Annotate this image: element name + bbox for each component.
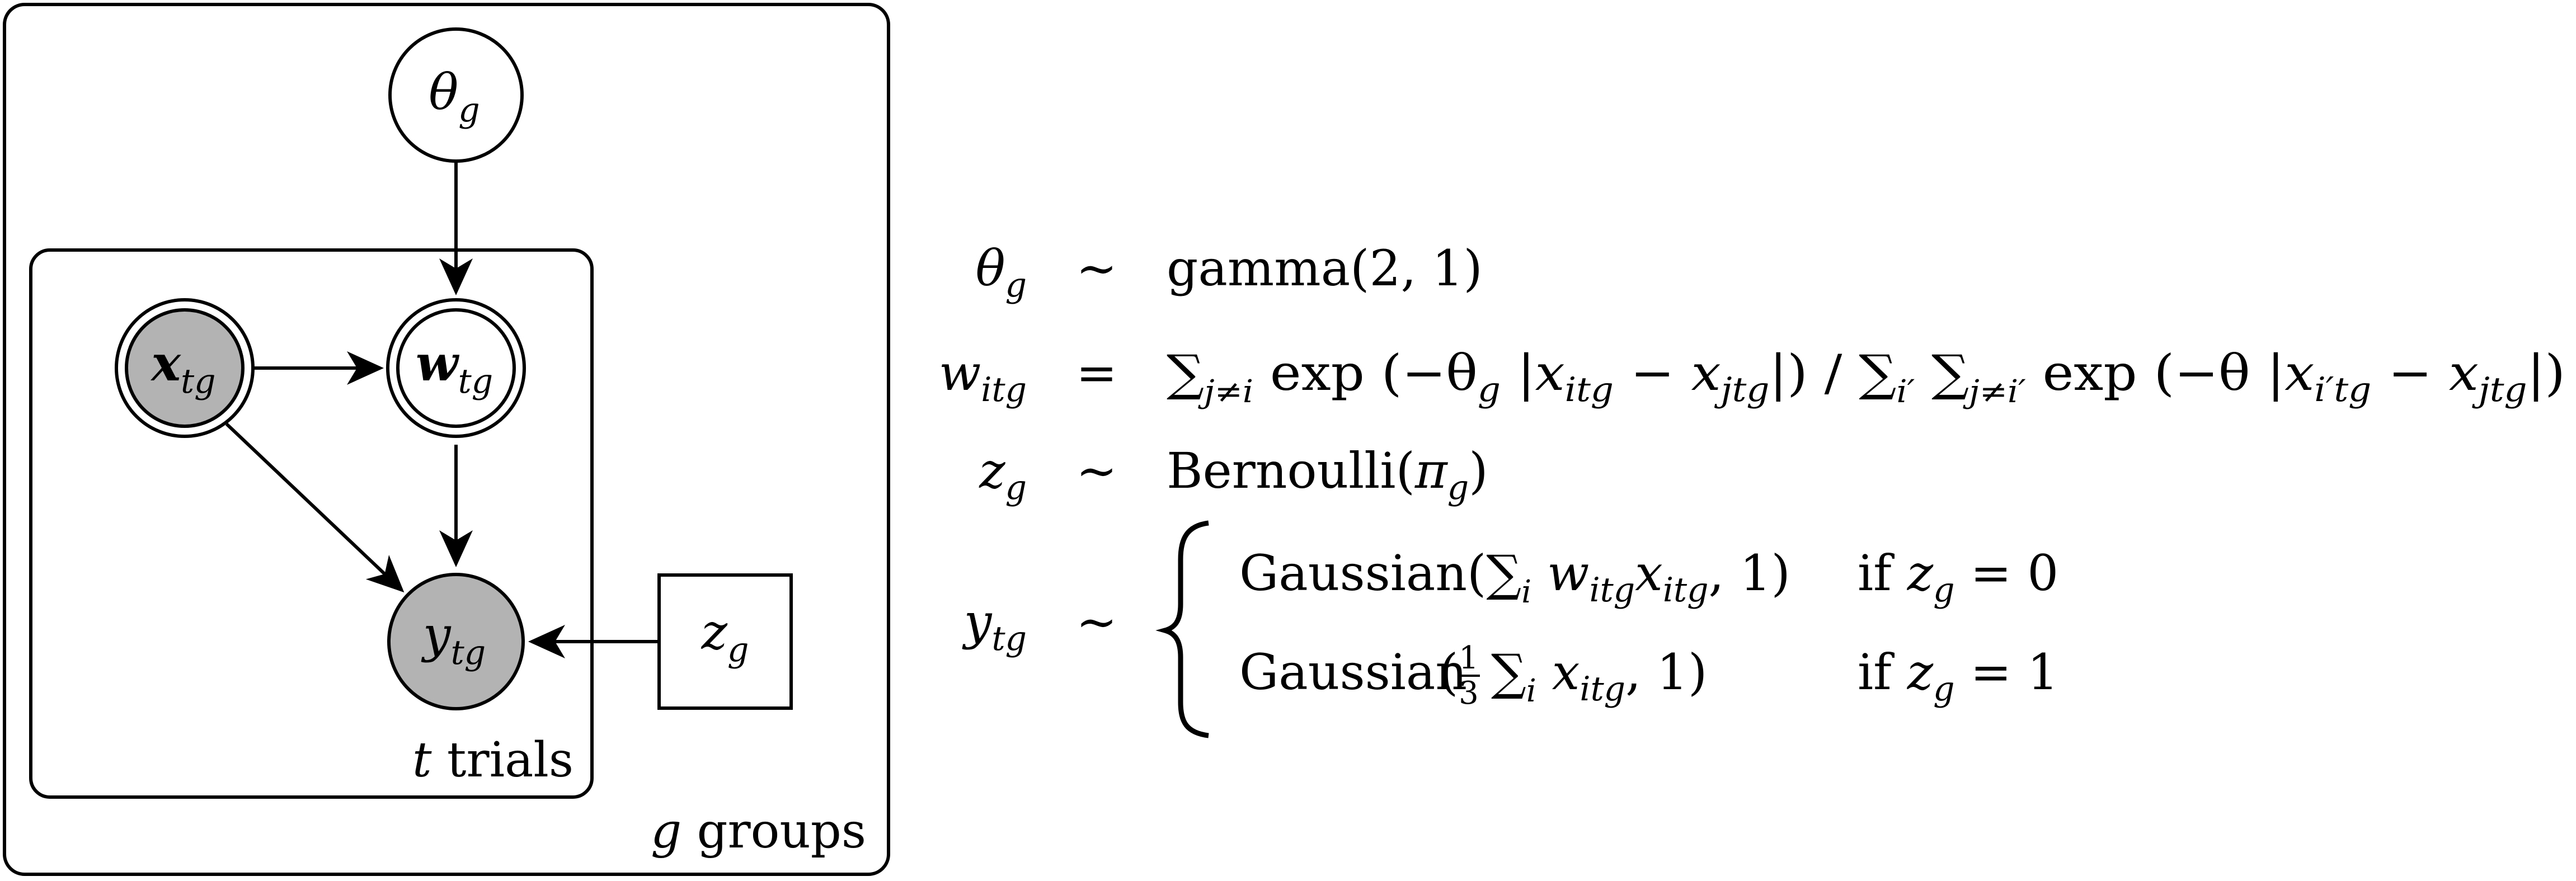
svg-text:∼: ∼	[1076, 593, 1117, 651]
node-z: zg	[657, 573, 793, 710]
svg-text:θg: θg	[976, 239, 1027, 305]
svg-text:θg: θg	[429, 63, 480, 130]
edges	[225, 162, 657, 658]
svg-text:3: 3	[1459, 675, 1479, 712]
case-1: Gaussian(∑i witgxitg, 1)	[1239, 544, 1790, 610]
node-w: wtg	[386, 298, 526, 438]
svg-text:witg: witg	[939, 344, 1027, 409]
svg-text:wtg: wtg	[416, 334, 493, 401]
svg-text:Gaussian: Gaussian	[1239, 643, 1467, 701]
svg-text:ytg: ytg	[421, 606, 486, 672]
equation-w: witg = ∑j≠i exp (−θ g |xitg − xjtg|) / ∑i…	[939, 344, 2565, 410]
equation-y: ytg ∼ Gaussian(∑i witgxitg, 1) if zg = 0…	[962, 520, 2058, 738]
cases-brace	[1155, 520, 1209, 738]
edge-x-to-y	[225, 422, 405, 593]
equations: θg ∼ gamma(2, 1) witg = ∑j≠i exp (−θ g |x…	[939, 239, 2565, 738]
case-2: Gaussian ( 1 3 ∑i xitg, 1)	[1239, 640, 1707, 712]
equation-theta: θg ∼ gamma(2, 1)	[976, 239, 1483, 305]
svg-text:zg: zg	[979, 442, 1027, 507]
svg-text:∑i xitg, 1): ∑i xitg, 1)	[1491, 643, 1707, 709]
plate-groups: g groups	[3, 3, 890, 876]
svg-text:zg: zg	[701, 603, 749, 670]
svg-text:if zg = 1: if zg = 1	[1858, 643, 2058, 709]
svg-text:xtg: xtg	[151, 334, 216, 401]
plate-groups-label: g groups	[651, 803, 866, 859]
svg-text:∼: ∼	[1076, 442, 1117, 500]
equation-z: zg ∼ Bernoulli(πg)	[979, 442, 1488, 507]
plate-trials-label: t trials	[412, 732, 574, 788]
svg-text:(: (	[1439, 643, 1458, 701]
plate-trials: t trials	[29, 248, 594, 799]
svg-text:∼: ∼	[1076, 239, 1117, 297]
svg-text:if zg = 0: if zg = 0	[1858, 544, 2058, 610]
svg-text:ytg: ytg	[962, 593, 1027, 658]
svg-text:∑j≠i exp (−θg |xitg − xjtg|) /: ∑j≠i exp (−θ g |xitg − xjtg|) / ∑i′ ∑j≠i′…	[1167, 344, 2565, 410]
node-x: xtg	[115, 298, 255, 438]
node-theta: θg	[388, 27, 524, 163]
svg-text:gamma(2, 1): gamma(2, 1)	[1167, 239, 1483, 297]
svg-text:=: =	[1076, 344, 1117, 402]
svg-text:Bernoulli(πg): Bernoulli(πg)	[1167, 442, 1488, 507]
node-y: ytg	[387, 573, 525, 710]
svg-text:1: 1	[1459, 640, 1479, 676]
